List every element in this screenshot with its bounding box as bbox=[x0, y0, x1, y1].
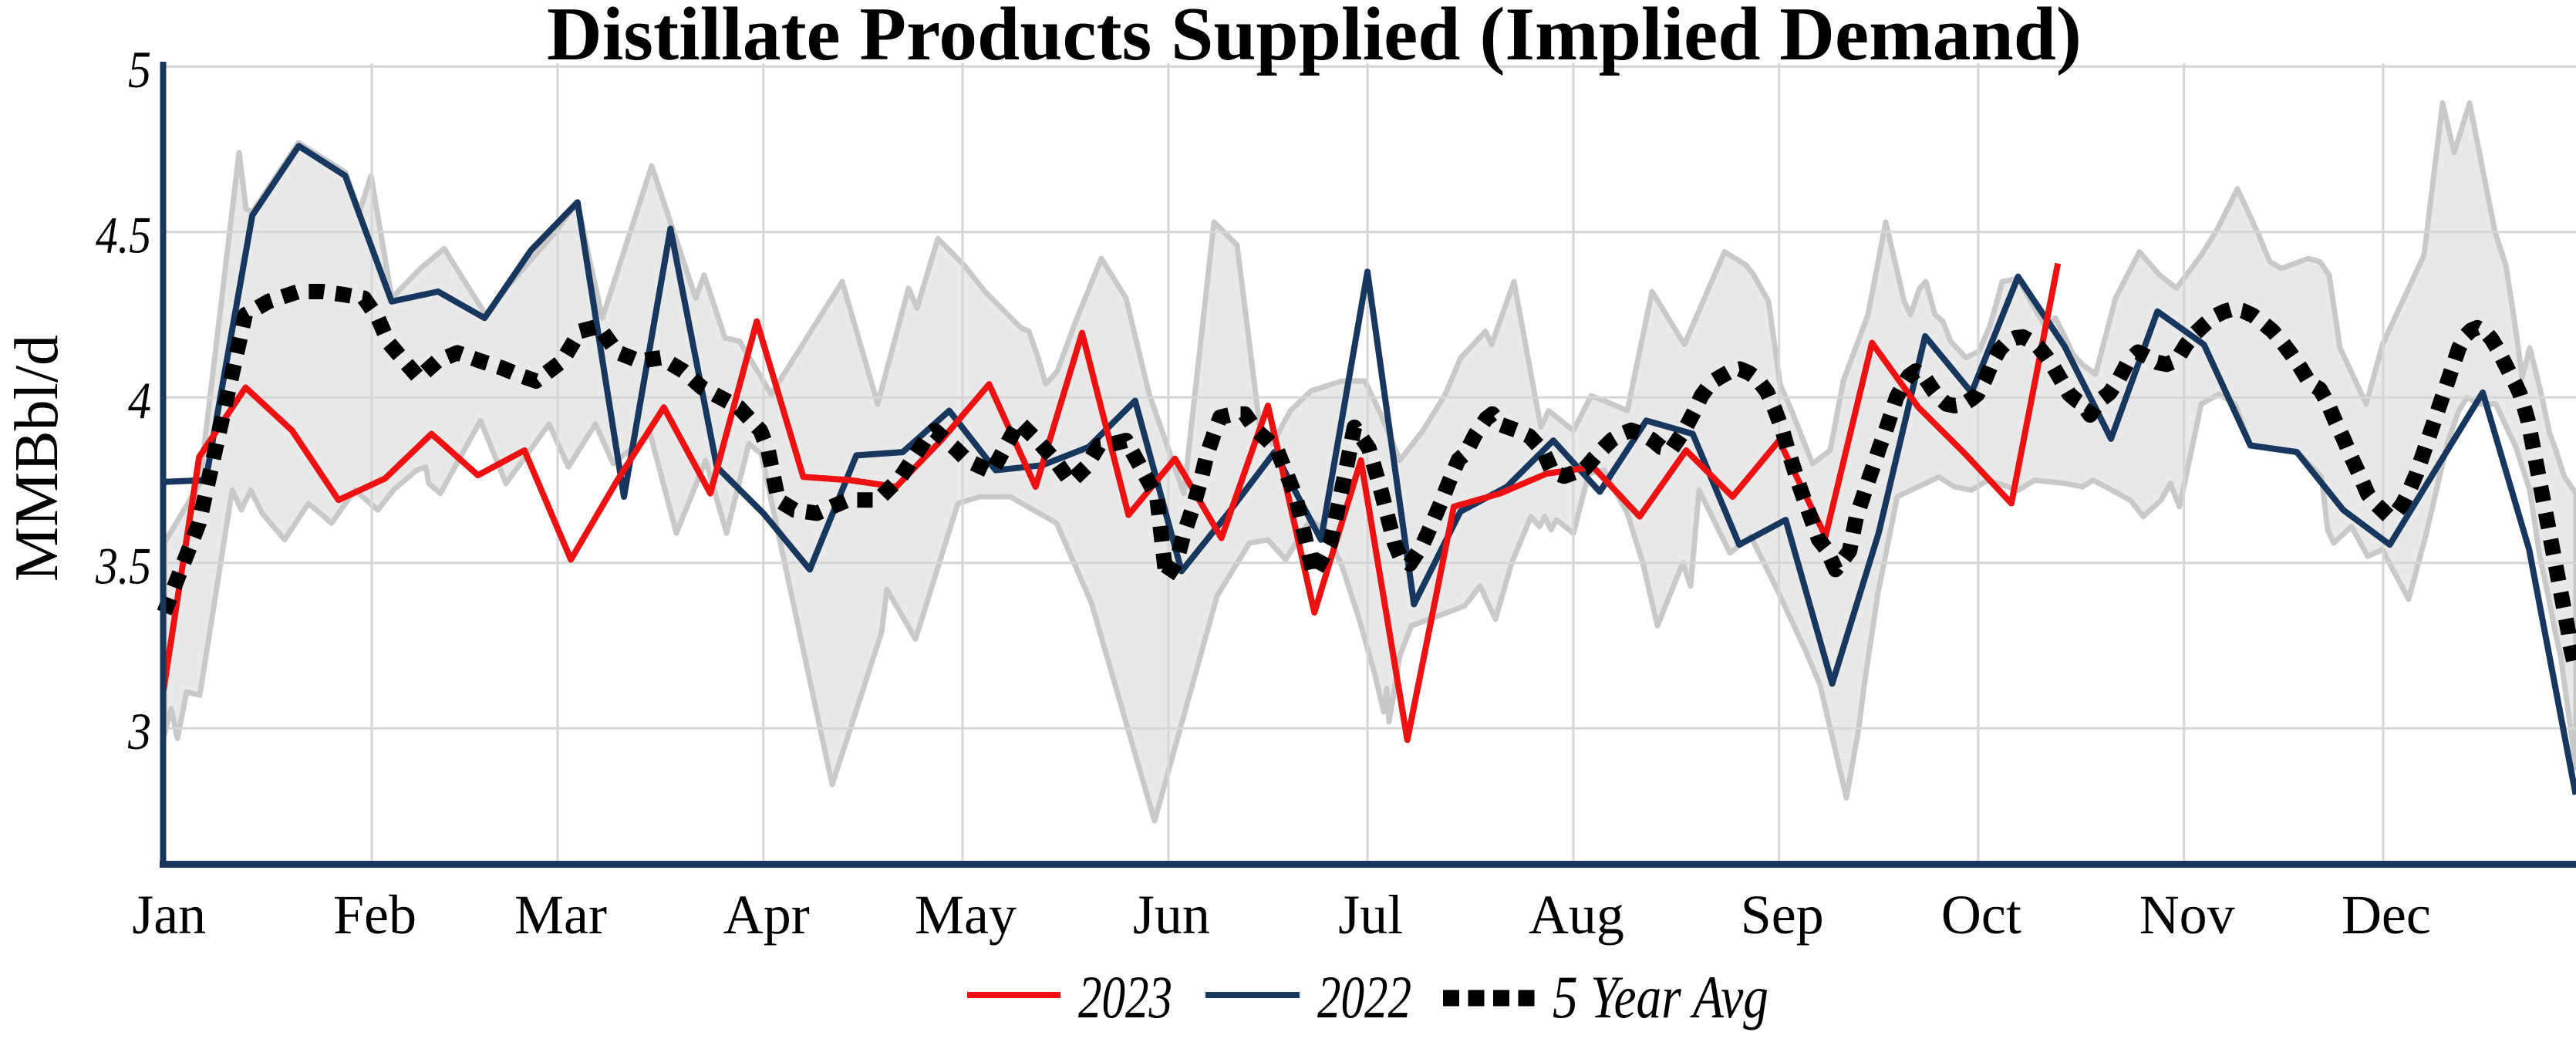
svg-text:4.5: 4.5 bbox=[96, 205, 151, 264]
svg-text:Mar: Mar bbox=[514, 884, 607, 946]
svg-text:2022: 2022 bbox=[1317, 963, 1411, 1030]
svg-text:2023: 2023 bbox=[1078, 963, 1172, 1030]
svg-text:Jul: Jul bbox=[1338, 884, 1403, 946]
svg-text:Distillate Products Supplied (: Distillate Products Supplied (Implied De… bbox=[547, 0, 2082, 76]
svg-text:3.5: 3.5 bbox=[95, 536, 151, 595]
svg-text:Nov: Nov bbox=[2139, 884, 2235, 946]
svg-text:3: 3 bbox=[127, 702, 151, 761]
svg-text:Dec: Dec bbox=[2342, 884, 2431, 946]
svg-text:5 Year Avg: 5 Year Avg bbox=[1553, 963, 1768, 1030]
svg-text:4: 4 bbox=[128, 371, 151, 430]
svg-text:Jun: Jun bbox=[1133, 884, 1210, 946]
svg-text:Oct: Oct bbox=[1941, 884, 2021, 946]
svg-text:Feb: Feb bbox=[333, 884, 416, 946]
svg-text:Aug: Aug bbox=[1529, 884, 1624, 946]
svg-text:MMBbl/d: MMBbl/d bbox=[3, 335, 71, 582]
svg-text:5: 5 bbox=[128, 40, 151, 99]
svg-text:Jan: Jan bbox=[132, 884, 206, 946]
svg-text:May: May bbox=[915, 884, 1017, 946]
svg-text:Apr: Apr bbox=[723, 884, 810, 946]
svg-text:Sep: Sep bbox=[1741, 884, 1824, 946]
